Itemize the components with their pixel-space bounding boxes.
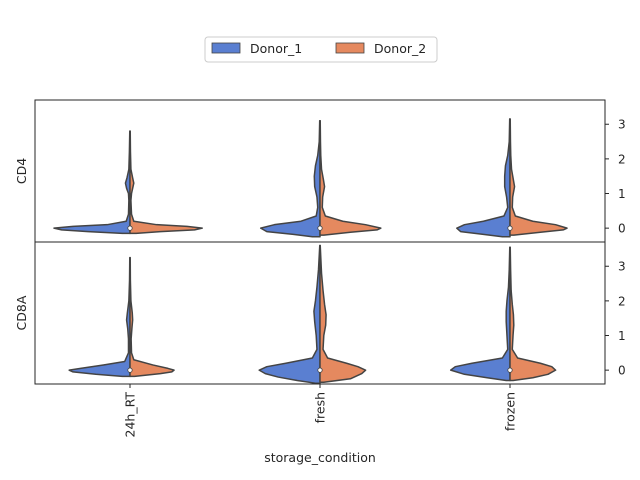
y-tick-label: 1 (618, 187, 626, 201)
y-tick-label: 3 (618, 260, 626, 274)
median-marker-fresh (317, 367, 323, 373)
legend-swatch-donor-1 (211, 42, 241, 54)
median-marker-24h_rt (127, 225, 133, 231)
x-tick-label-frozen: frozen (503, 392, 518, 431)
legend-label-donor-1: Donor_1 (250, 41, 302, 56)
violin-frozen-donor-1 (456, 118, 511, 238)
x-tick-label-24h_rt: 24h_RT (123, 392, 138, 438)
violin-24h_rt-donor-2 (129, 256, 175, 378)
y-tick-label: 3 (618, 118, 626, 132)
panel-cd8a: 0 1 2 3 CD8A (14, 241, 626, 385)
panels: 0 1 2 3 CD4 0 1 2 3 CD8A (14, 99, 626, 385)
violin-frozen-donor-1 (449, 246, 511, 382)
legend: Donor_1 Donor_2 (204, 36, 438, 63)
violin-24h_rt-donor-1 (68, 256, 131, 378)
y-tick-label: 2 (618, 152, 626, 166)
x-axis-label: storage_condition (264, 450, 376, 465)
panel-cd4: 0 1 2 3 CD4 (14, 99, 626, 243)
x-tick-label-fresh: fresh (313, 392, 328, 423)
violin-fresh-donor-1 (259, 120, 321, 238)
legend-swatch-donor-2 (335, 42, 365, 54)
y-tick-label: 0 (618, 364, 626, 378)
violin-fresh-donor-2 (319, 244, 367, 384)
y-axis-label-cd4: CD4 (14, 158, 29, 184)
y-axis-label-cd8a: CD8A (14, 295, 29, 330)
legend-label-donor-2: Donor_2 (374, 41, 426, 56)
legend-frame (204, 36, 438, 63)
violin-24h_rt-donor-2 (129, 130, 203, 235)
violin-fresh-donor-1 (258, 244, 321, 385)
violin-fresh-donor-2 (319, 120, 382, 236)
median-marker-frozen (507, 367, 513, 373)
median-marker-frozen (507, 225, 513, 231)
violin-24h_rt-donor-1 (53, 130, 131, 235)
violin-frozen-donor-2 (509, 118, 568, 236)
x-axis-ticks: 24h_RT fresh frozen (123, 384, 518, 438)
y-tick-label: 0 (618, 222, 626, 236)
median-marker-24h_rt (127, 367, 133, 373)
median-marker-fresh (317, 225, 323, 231)
violin-frozen-donor-2 (509, 246, 557, 382)
y-tick-label: 1 (618, 329, 626, 343)
y-tick-label: 2 (618, 294, 626, 308)
